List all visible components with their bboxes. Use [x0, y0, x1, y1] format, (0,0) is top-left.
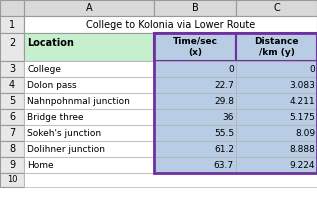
Text: 6: 6 [9, 112, 15, 122]
Bar [24, 33, 154, 61]
Bar [0, 109, 24, 125]
Text: 0: 0 [309, 64, 315, 73]
Bar [154, 125, 236, 141]
Bar [154, 93, 236, 109]
Text: Home: Home [27, 160, 54, 170]
Bar [24, 173, 317, 187]
Text: 1: 1 [9, 20, 15, 29]
Text: 10: 10 [7, 176, 17, 184]
Bar [0, 77, 24, 93]
Text: A: A [86, 3, 92, 13]
Text: 4.211: 4.211 [289, 97, 315, 106]
Bar [154, 33, 236, 61]
Text: 9.224: 9.224 [289, 160, 315, 170]
Text: Time/sec
(x): Time/sec (x) [172, 37, 217, 57]
Bar [236, 157, 317, 173]
Bar [0, 33, 24, 61]
Bar [24, 93, 154, 109]
Bar [0, 16, 24, 33]
Text: 36: 36 [223, 112, 234, 121]
Bar [236, 109, 317, 125]
Bar [154, 109, 236, 125]
Bar [24, 16, 317, 33]
Text: 22.7: 22.7 [214, 80, 234, 90]
Text: Distance
/km (y): Distance /km (y) [254, 37, 299, 57]
Bar [24, 125, 154, 141]
Bar [236, 0, 317, 16]
Text: Dolihner junction: Dolihner junction [27, 144, 105, 154]
Text: Bridge three: Bridge three [27, 112, 84, 121]
Bar [24, 141, 154, 157]
Bar [24, 109, 154, 125]
Text: 0: 0 [228, 64, 234, 73]
Text: C: C [273, 3, 280, 13]
Text: 61.2: 61.2 [214, 144, 234, 154]
Bar [154, 33, 317, 173]
Bar [0, 61, 24, 77]
Text: 3: 3 [9, 64, 15, 74]
Text: 9: 9 [9, 160, 15, 170]
Bar [24, 77, 154, 93]
Text: 5.175: 5.175 [289, 112, 315, 121]
Text: Nahnpohnmal junction: Nahnpohnmal junction [27, 97, 130, 106]
Text: Location: Location [27, 38, 74, 48]
Bar [154, 141, 236, 157]
Bar [154, 61, 236, 77]
Bar [236, 33, 317, 61]
Bar [0, 173, 24, 187]
Bar [24, 0, 154, 16]
Text: 5: 5 [9, 96, 15, 106]
Bar [0, 157, 24, 173]
Bar [154, 77, 236, 93]
Text: College: College [27, 64, 61, 73]
Bar [236, 125, 317, 141]
Text: B: B [191, 3, 198, 13]
Bar [0, 141, 24, 157]
Text: 8.09: 8.09 [295, 129, 315, 138]
Text: 8: 8 [9, 144, 15, 154]
Text: College to Kolonia via Lower Route: College to Kolonia via Lower Route [86, 20, 255, 29]
Text: 29.8: 29.8 [214, 97, 234, 106]
Text: 3.083: 3.083 [289, 80, 315, 90]
Text: 8.888: 8.888 [289, 144, 315, 154]
Bar [0, 93, 24, 109]
Text: Dolon pass: Dolon pass [27, 80, 77, 90]
Bar [236, 141, 317, 157]
Text: 7: 7 [9, 128, 15, 138]
Bar [154, 157, 236, 173]
Bar [0, 125, 24, 141]
Bar [0, 0, 24, 16]
Bar [236, 93, 317, 109]
Bar [24, 61, 154, 77]
Bar [236, 61, 317, 77]
Bar [24, 157, 154, 173]
Text: 63.7: 63.7 [214, 160, 234, 170]
Text: 2: 2 [9, 38, 15, 48]
Text: 55.5: 55.5 [214, 129, 234, 138]
Bar [236, 77, 317, 93]
Bar [154, 0, 236, 16]
Text: Sokeh's junction: Sokeh's junction [27, 129, 101, 138]
Text: 4: 4 [9, 80, 15, 90]
